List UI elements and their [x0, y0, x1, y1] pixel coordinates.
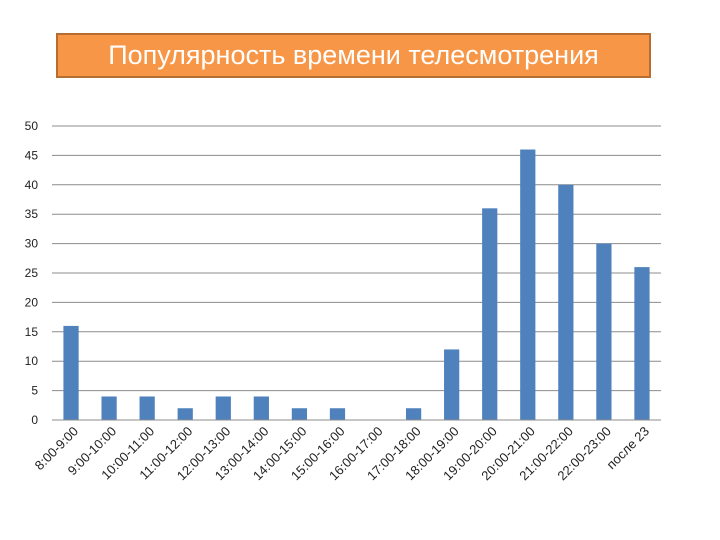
bar-11 — [482, 208, 498, 420]
chart-title: Популярность времени телесмотрения — [108, 40, 599, 70]
bar-9 — [405, 408, 422, 420]
bar-3 — [177, 408, 193, 420]
y-tick-label-25: 25 — [25, 266, 39, 280]
y-tick-label-30: 30 — [25, 237, 39, 251]
bars — [63, 149, 650, 420]
y-tick-label-0: 0 — [31, 413, 38, 427]
bar-12 — [520, 149, 536, 420]
bar-2 — [139, 396, 155, 420]
y-tick-label-10: 10 — [25, 354, 39, 368]
y-tick-label-5: 5 — [31, 384, 38, 398]
y-tick-label-45: 45 — [25, 148, 39, 162]
bar-14 — [596, 243, 612, 420]
bar-4 — [215, 396, 231, 420]
bar-15 — [634, 267, 650, 420]
bar-7 — [329, 408, 346, 420]
bar-1 — [101, 396, 117, 420]
y-tick-label-50: 50 — [25, 119, 39, 133]
bar-6 — [291, 408, 308, 420]
x-axis-category-labels: 8:00-9:009:00-10:0010:00-11:0011:00-12:0… — [32, 424, 652, 484]
bar-10 — [444, 349, 460, 420]
y-tick-label-35: 35 — [25, 207, 39, 221]
y-tick-label-15: 15 — [25, 325, 39, 339]
x-tick-label-15: после 23 — [604, 424, 653, 473]
y-tick-label-40: 40 — [25, 178, 39, 192]
bar-0 — [63, 325, 79, 420]
y-tick-label-20: 20 — [25, 295, 39, 309]
bar-5 — [253, 396, 269, 420]
bar-13 — [558, 184, 574, 420]
chart-title-box: Популярность времени телесмотрения — [56, 33, 651, 78]
y-axis-tick-labels: 0 5 10 15 20 25 30 35 40 45 50 — [25, 119, 39, 427]
